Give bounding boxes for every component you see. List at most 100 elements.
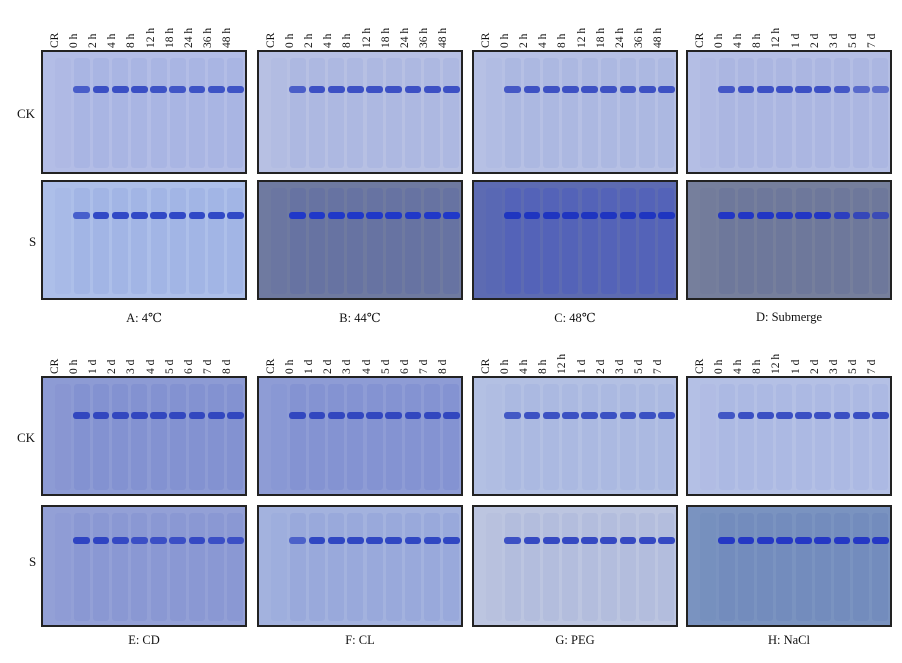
- protein-band: [207, 86, 225, 93]
- protein-band: [73, 212, 91, 219]
- gel-s-h: [686, 505, 892, 627]
- protein-band: [289, 537, 307, 544]
- protein-band: [366, 537, 384, 544]
- panel-f: CR 0 h 1 d 2 d 3 d 4 d 5 d 6 d 7 d 8 d F: CL: [257, 330, 463, 653]
- protein-band: [169, 86, 187, 93]
- protein-band: [600, 86, 618, 93]
- lane-smear: [366, 513, 383, 621]
- lane-smear: [227, 384, 244, 490]
- lane-smear: [833, 513, 851, 621]
- protein-band: [657, 212, 675, 219]
- lane-smear: [600, 513, 617, 621]
- lane-label: 6 d: [183, 359, 195, 374]
- lane-smear: [73, 513, 90, 621]
- lane-label: 8 h: [125, 33, 138, 48]
- lane-label: 8 h: [556, 33, 569, 48]
- lane-label: 3 d: [125, 359, 138, 374]
- lane-smear: [131, 513, 148, 621]
- protein-band: [327, 412, 345, 419]
- protein-band: [600, 537, 618, 544]
- protein-band: [657, 412, 675, 419]
- protein-band: [73, 86, 91, 93]
- lane-label: 0 h: [283, 33, 296, 48]
- lane-smear: [73, 384, 90, 490]
- panel-e: CR 0 h 1 d 2 d 3 d 4 d 5 d 6 d 7 d 8 d E: CD: [41, 330, 247, 653]
- lane-label: 7 d: [866, 359, 879, 374]
- lane-label: 0 h: [498, 33, 511, 48]
- protein-band: [150, 537, 168, 544]
- panel-caption: C: 48℃: [554, 311, 596, 325]
- protein-band: [542, 537, 560, 544]
- protein-band: [346, 537, 364, 544]
- lane-smear: [424, 188, 441, 294]
- gel-ck-a: [41, 50, 247, 174]
- panel-caption: B: 44℃: [339, 311, 381, 325]
- lane-smear: [619, 188, 637, 294]
- lane-smear: [131, 384, 148, 490]
- lane-smear: [328, 58, 345, 168]
- protein-band: [308, 86, 326, 93]
- protein-band: [327, 212, 345, 219]
- protein-band: [737, 412, 755, 419]
- lane-smear: [543, 513, 560, 621]
- protein-band: [871, 537, 889, 544]
- lane-label: 5 d: [847, 359, 860, 374]
- lane-smear: [562, 58, 579, 168]
- lane-smear: [366, 384, 383, 490]
- lane-label: 18 h: [594, 27, 607, 48]
- lane-smear: [188, 58, 206, 168]
- lane-smear: [227, 513, 244, 621]
- protein-band: [404, 212, 422, 219]
- lane-smear: [404, 513, 422, 621]
- protein-band: [207, 412, 225, 419]
- panel-d: CR 0 h 4 h 8 h 12 h 1 d 2 d 3 d 5 d 7 d D: Submerg…: [686, 4, 892, 330]
- protein-band: [852, 212, 870, 219]
- protein-band: [423, 212, 441, 219]
- lane-smear: [443, 188, 460, 294]
- lane-smear: [443, 58, 460, 168]
- lane-smear: [169, 58, 186, 168]
- protein-band: [504, 212, 522, 219]
- lane-label: CR: [48, 32, 61, 48]
- lane-smear: [150, 188, 167, 294]
- lane-smear: [424, 513, 441, 621]
- lane-smear: [757, 513, 774, 621]
- lane-labels: CR 0 h 4 h 8 h 12 h 1 d 2 d 3 d 5 d 7 d: [686, 4, 892, 48]
- lane-smear: [131, 58, 148, 168]
- protein-band: [504, 537, 522, 544]
- lane-label: 6 d: [399, 359, 411, 374]
- lane-smear: [581, 513, 598, 621]
- lane-smear: [562, 188, 579, 294]
- lane-smear: [562, 513, 579, 621]
- protein-band: [385, 412, 403, 419]
- panel-caption: D: Submerge: [755, 310, 823, 324]
- protein-band: [775, 212, 793, 219]
- protein-band: [833, 212, 851, 219]
- lane-label: 2 d: [106, 359, 119, 374]
- protein-band: [504, 86, 522, 93]
- lane-smear: [833, 188, 851, 294]
- lane-label: CR: [693, 32, 706, 48]
- lane-smear: [485, 58, 502, 168]
- lane-smear: [404, 188, 422, 294]
- lane-smear: [54, 513, 71, 621]
- protein-band: [130, 86, 148, 93]
- lane-label: 8 h: [751, 359, 764, 374]
- protein-band: [130, 212, 148, 219]
- lane-smear: [308, 58, 326, 168]
- lane-smear: [814, 384, 831, 490]
- lane-smear: [404, 384, 422, 490]
- protein-band: [73, 537, 91, 544]
- lane-label: 4 h: [732, 359, 744, 374]
- protein-band: [619, 212, 637, 219]
- lane-smear: [718, 513, 735, 621]
- lane-smear: [92, 384, 110, 490]
- protein-band: [385, 212, 403, 219]
- protein-band: [619, 537, 637, 544]
- lane-smear: [112, 513, 129, 621]
- protein-band: [542, 86, 560, 93]
- panel-caption: G: PEG: [555, 633, 595, 647]
- lane-smear: [328, 188, 345, 294]
- lane-smear: [169, 188, 186, 294]
- protein-band: [523, 86, 541, 93]
